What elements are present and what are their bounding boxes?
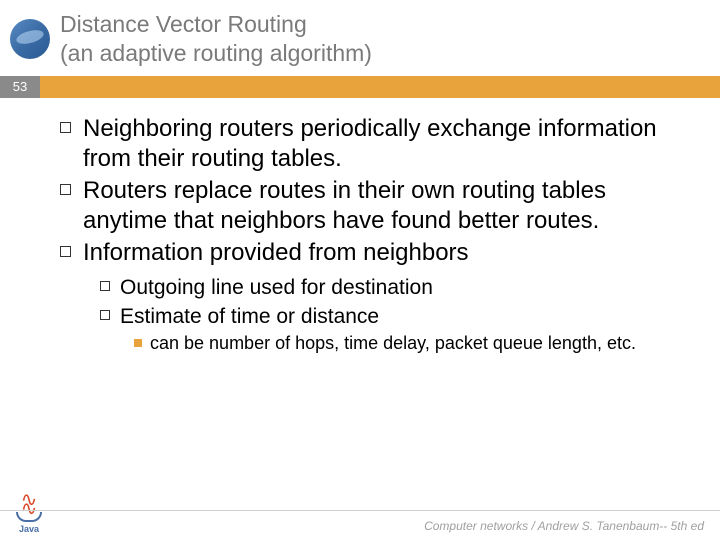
bullet-level3: can be number of hops, time delay, packe… [134, 332, 690, 355]
bullet-text: can be number of hops, time delay, packe… [150, 332, 636, 355]
bullet-text: Neighboring routers periodically exchang… [83, 114, 690, 174]
bullet-level1: Routers replace routes in their own rout… [60, 176, 690, 236]
slide-title: Distance Vector Routing (an adaptive rou… [60, 10, 372, 68]
slide-header: Distance Vector Routing (an adaptive rou… [0, 0, 720, 76]
level3-group: can be number of hops, time delay, packe… [100, 332, 690, 355]
bullet-text: Outgoing line used for destination [120, 274, 433, 301]
square-outline-icon [60, 184, 71, 195]
bullet-text: Routers replace routes in their own rout… [83, 176, 690, 236]
bullet-level2: Outgoing line used for destination [100, 274, 690, 301]
globe-icon [10, 19, 50, 59]
footer-text: Computer networks / Andrew S. Tanenbaum-… [424, 519, 704, 533]
title-line-2: (an adaptive routing algorithm) [60, 39, 372, 68]
level2-group: Outgoing line used for destination Estim… [60, 274, 690, 356]
slide-content: Neighboring routers periodically exchang… [0, 98, 720, 356]
title-line-1: Distance Vector Routing [60, 10, 372, 39]
bullet-text: Estimate of time or distance [120, 303, 379, 330]
square-outline-icon [60, 246, 71, 257]
square-outline-icon [100, 281, 110, 291]
slide-footer: Computer networks / Andrew S. Tanenbaum-… [0, 510, 720, 540]
square-outline-icon [100, 310, 110, 320]
slide-number: 53 [0, 76, 40, 98]
bullet-level2: Estimate of time or distance [100, 303, 690, 330]
bullet-level1: Neighboring routers periodically exchang… [60, 114, 690, 174]
bullet-text: Information provided from neighbors [83, 238, 469, 268]
square-outline-icon [60, 122, 71, 133]
accent-bar: 53 [0, 76, 720, 98]
bullet-level1: Information provided from neighbors [60, 238, 690, 268]
square-filled-icon [134, 339, 142, 347]
